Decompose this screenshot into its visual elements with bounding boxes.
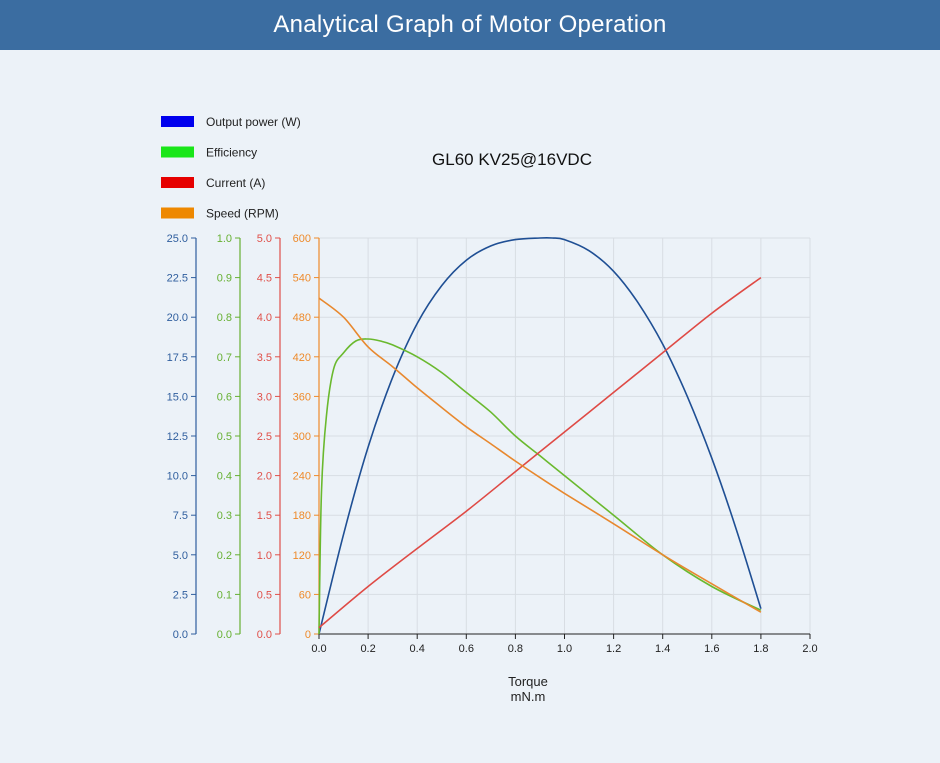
x-tick-label: 0.6 (459, 643, 474, 655)
x-tick-label: 1.4 (655, 643, 670, 655)
x-axis: 0.0 0.2 0.4 0.6 0.8 1.0 1.2 1.4 1.6 1.8 2.0 (311, 633, 818, 655)
y-tick-label-efficiency: 0.8 (217, 312, 232, 324)
y-tick-label-speed: 600 (293, 233, 311, 245)
y-tick-label-current: 1.0 (257, 550, 272, 562)
series-line-power (318, 236, 762, 635)
y-tick-label-speed: 180 (293, 510, 311, 522)
y-tick-label-speed: 120 (293, 550, 311, 562)
motor-chart: GL60 KV25@16VDC Output power (W) Efficien… (161, 115, 818, 704)
y-tick-label-efficiency: 0.0 (217, 629, 232, 641)
y-tick-label-current: 0.0 (257, 629, 272, 641)
y-tick-label-power: 5.0 (173, 550, 188, 562)
chart-title: GL60 KV25@16VDC (432, 150, 592, 169)
y-tick-label-power: 25.0 (167, 233, 188, 245)
y-tick-label-efficiency: 0.5 (217, 431, 232, 443)
y-tick-label-efficiency: 0.1 (217, 589, 232, 601)
y-tick-label-power: 22.5 (167, 273, 188, 285)
x-axis-label: Torque (508, 674, 548, 689)
y-tick-label-current: 4.5 (257, 273, 272, 285)
y-tick-label-efficiency: 0.4 (217, 471, 232, 483)
x-tick-label: 2.0 (802, 643, 817, 655)
y-tick-label-power: 12.5 (167, 431, 188, 443)
legend-label: Current (A) (206, 176, 265, 190)
y-tick-label-current: 1.5 (257, 510, 272, 522)
legend-label: Efficiency (206, 146, 257, 160)
legend-swatch (161, 177, 194, 188)
y-tick-label-current: 3.5 (257, 352, 272, 364)
y-tick-label-power: 10.0 (167, 471, 188, 483)
y-tick-label-current: 0.5 (257, 589, 272, 601)
y-tick-label-efficiency: 0.3 (217, 510, 232, 522)
y-tick-label-power: 7.5 (173, 510, 188, 522)
y-tick-label-efficiency: 0.2 (217, 550, 232, 562)
x-tick-label: 0.2 (360, 643, 375, 655)
legend-swatch (161, 207, 194, 219)
x-tick-label: 0.0 (311, 643, 326, 655)
y-tick-label-speed: 240 (293, 471, 311, 483)
y-tick-label-efficiency: 0.9 (217, 273, 232, 285)
x-tick-label: 1.8 (753, 643, 768, 655)
y-tick-label-power: 20.0 (167, 312, 188, 324)
y-tick-label-power: 2.5 (173, 589, 188, 601)
y-tick-label-current: 4.0 (257, 312, 272, 324)
y-tick-label-efficiency: 0.6 (217, 391, 232, 403)
y-tick-label-current: 2.5 (257, 431, 272, 443)
grid (319, 237, 811, 634)
legend: Output power (W) Efficiency Current (A) Spe… (161, 115, 301, 221)
y-tick-label-efficiency: 0.7 (217, 352, 232, 364)
y-tick-label-current: 2.0 (257, 471, 272, 483)
x-tick-label: 1.0 (557, 643, 572, 655)
y-tick-label-power: 17.5 (167, 352, 188, 364)
y-tick-label-speed: 300 (293, 431, 311, 443)
x-tick-label: 0.4 (410, 643, 425, 655)
x-tick-label: 1.2 (606, 643, 621, 655)
y-tick-label-speed: 360 (293, 391, 311, 403)
legend-swatch (161, 116, 194, 127)
x-axis-unit: mN.m (511, 689, 546, 704)
x-tick-label: 1.6 (704, 643, 719, 655)
series-line-speed (318, 297, 762, 613)
y-tick-label-speed: 0 (305, 629, 311, 641)
y-tick-label-speed: 60 (299, 589, 311, 601)
y-tick-label-speed: 540 (293, 273, 311, 285)
x-tick-label: 0.8 (508, 643, 523, 655)
page-title: Analytical Graph of Motor Operation (273, 11, 667, 38)
chart-area: GL60 KV25@16VDC Output power (W) Efficien… (0, 50, 940, 758)
y-tick-label-current: 5.0 (257, 233, 272, 245)
y-tick-label-current: 3.0 (257, 391, 272, 403)
legend-label: Speed (RPM) (206, 207, 279, 221)
page-header: Analytical Graph of Motor Operation (0, 0, 940, 50)
series-line-efficiency (318, 338, 762, 635)
y-tick-label-power: 15.0 (167, 391, 188, 403)
y-tick-label-efficiency: 1.0 (217, 233, 232, 245)
y-axes: 0.0 2.5 5.0 7.5 10.0 12.5 15.0 17.5 20.0 22.5 25.0… (167, 233, 320, 641)
series-line-current (318, 276, 762, 629)
legend-swatch (161, 146, 194, 158)
series-lines (318, 236, 762, 635)
y-tick-label-speed: 420 (293, 352, 311, 364)
legend-label: Output power (W) (206, 115, 301, 129)
y-tick-label-power: 0.0 (173, 629, 188, 641)
y-tick-label-speed: 480 (293, 312, 311, 324)
